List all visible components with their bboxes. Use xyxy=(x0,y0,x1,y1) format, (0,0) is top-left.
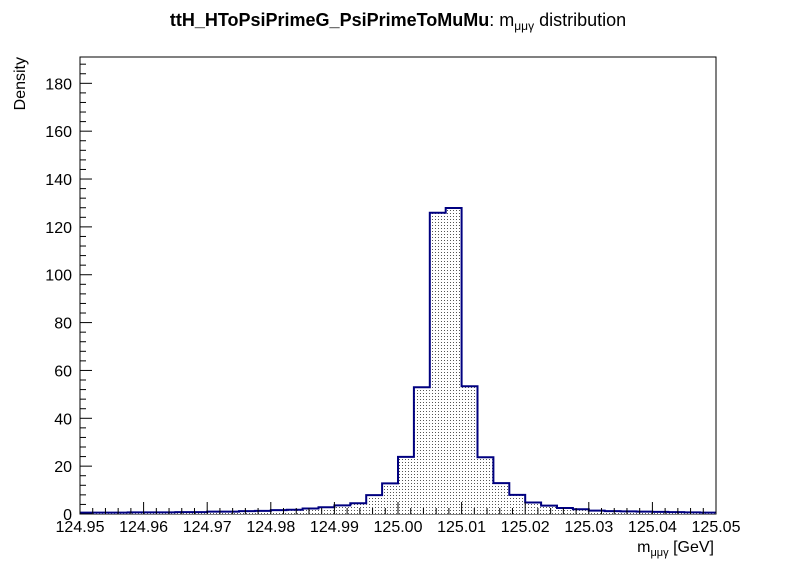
y-axis-label: Density xyxy=(12,57,29,110)
y-tick-label: 0 xyxy=(63,507,72,524)
histogram-bin xyxy=(207,511,224,514)
histogram-bin xyxy=(398,456,414,514)
x-tick-label: 125.02 xyxy=(501,519,550,536)
y-tick-label: 80 xyxy=(54,316,72,333)
histogram-bin xyxy=(636,511,653,514)
histogram-bin xyxy=(604,511,621,514)
x-tick-label: 124.95 xyxy=(56,519,105,536)
plot-frame xyxy=(79,56,717,515)
x-tick-label: 125.01 xyxy=(437,519,486,536)
y-tick-label: 140 xyxy=(45,172,72,189)
histogram-bin xyxy=(572,509,589,514)
histogram-bin xyxy=(620,511,637,514)
x-axis-label: mμμγ [GeV] xyxy=(637,539,714,559)
x-axis-label-sub: μμγ xyxy=(650,547,669,559)
histogram-bin xyxy=(429,212,446,515)
x-tick-label: 124.98 xyxy=(246,519,295,536)
histogram-bin xyxy=(461,386,478,514)
y-tick-label: 100 xyxy=(45,268,72,285)
histogram-bin xyxy=(445,207,462,515)
chart-title-suffix: distribution xyxy=(534,10,626,30)
histogram-outline xyxy=(80,206,716,514)
histogram-bin xyxy=(493,483,510,514)
x-tick-label: 124.96 xyxy=(119,519,168,536)
histogram-bin xyxy=(557,508,573,514)
histogram-bin xyxy=(286,509,303,514)
histogram-bin xyxy=(413,387,430,514)
x-tick-label: 125.04 xyxy=(628,519,677,536)
chart-title-bold: ttH_HToPsiPrimeG_PsiPrimeToMuMu xyxy=(170,10,489,30)
histogram-bin xyxy=(525,502,542,514)
chart-title-sub: μμγ xyxy=(514,19,534,33)
histogram-bin xyxy=(239,511,255,514)
x-axis-label-prefix: m xyxy=(637,539,650,556)
histogram-bin xyxy=(477,457,494,514)
y-tick-label: 20 xyxy=(54,459,72,476)
histogram-bin xyxy=(588,510,605,514)
y-tick-label: 40 xyxy=(54,411,72,428)
y-axis-ticks: 0 20 40 60 80 100 120 140 160 180 xyxy=(45,63,92,524)
x-tick-label: 125.05 xyxy=(692,519,741,536)
histogram-bin xyxy=(334,505,351,514)
histogram-bin xyxy=(652,511,669,514)
x-tick-label: 124.97 xyxy=(183,519,232,536)
y-tick-label: 60 xyxy=(54,363,72,380)
histogram-bin xyxy=(350,503,367,514)
chart-title: ttH_HToPsiPrimeG_PsiPrimeToMuMu: mμμγ di… xyxy=(170,10,626,33)
x-axis-ticks: 124.95 124.96 124.97 124.98 124.99 125.00 125.… xyxy=(56,502,741,536)
histogram-bin xyxy=(302,508,319,514)
histogram-bin xyxy=(382,483,398,514)
y-tick-label: 180 xyxy=(45,76,72,93)
histogram-bars xyxy=(80,206,716,515)
y-tick-label: 120 xyxy=(45,220,72,237)
x-tick-label: 124.99 xyxy=(310,519,359,536)
histogram-bin xyxy=(366,495,383,514)
x-axis-label-suffix: [GeV] xyxy=(669,539,714,556)
histogram-bin xyxy=(223,511,239,514)
x-tick-label: 125.03 xyxy=(564,519,613,536)
chart-title-prefix: : m xyxy=(489,10,514,30)
histogram-bin xyxy=(318,507,335,514)
histogram-bin xyxy=(541,505,557,514)
x-tick-label: 125.00 xyxy=(374,519,423,536)
y-tick-label: 160 xyxy=(45,124,72,141)
histogram-bin xyxy=(270,510,287,514)
histogram-bin xyxy=(254,510,271,514)
histogram-bin xyxy=(509,494,526,514)
